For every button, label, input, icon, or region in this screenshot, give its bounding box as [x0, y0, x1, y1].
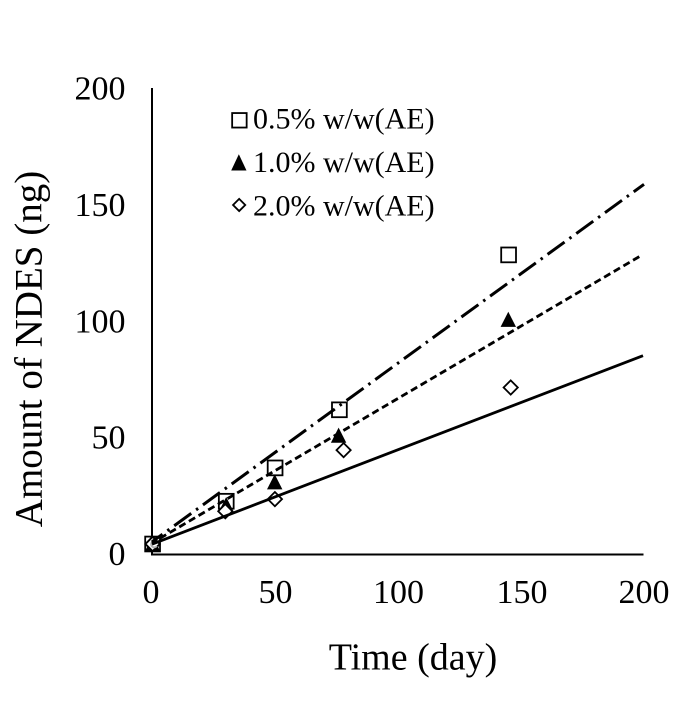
svg-text:0.5% w/w(AE): 0.5% w/w(AE) — [253, 103, 435, 136]
svg-text:0: 0 — [109, 536, 126, 573]
svg-text:1.0% w/w(AE): 1.0% w/w(AE) — [253, 146, 435, 179]
svg-text:200: 200 — [75, 71, 126, 108]
svg-text:50: 50 — [259, 574, 293, 611]
svg-text:100: 100 — [373, 574, 424, 611]
svg-text:150: 150 — [497, 574, 548, 611]
svg-text:200: 200 — [619, 574, 670, 611]
svg-text:50: 50 — [92, 420, 126, 457]
svg-text:2.0% w/w(AE): 2.0% w/w(AE) — [253, 190, 435, 223]
svg-text:Time (day): Time (day) — [329, 637, 498, 679]
svg-text:Amount of NDES (ng): Amount of NDES (ng) — [8, 171, 51, 527]
svg-text:0: 0 — [143, 574, 160, 611]
svg-text:100: 100 — [75, 303, 126, 340]
svg-text:150: 150 — [75, 187, 126, 224]
